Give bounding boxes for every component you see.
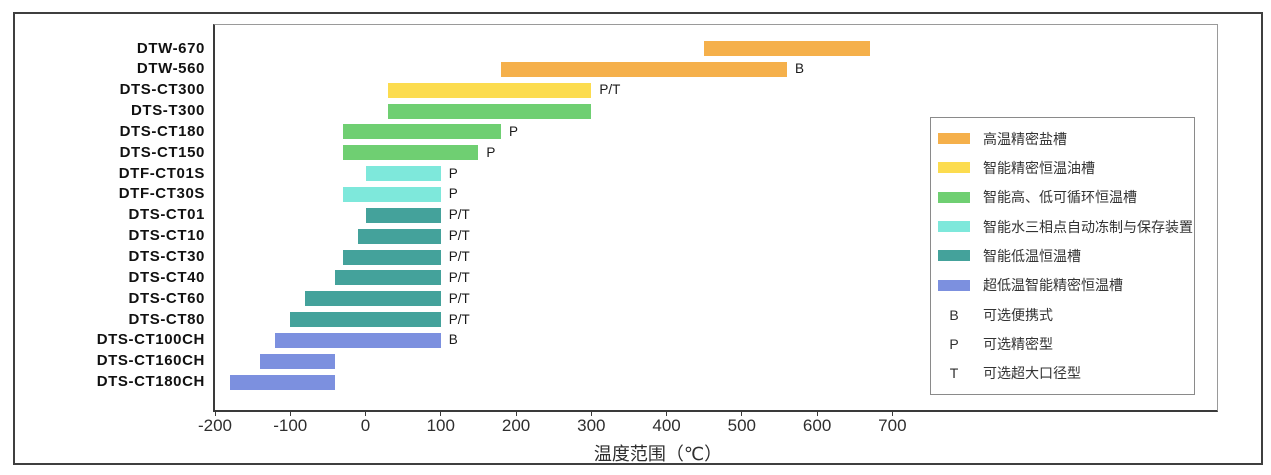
bar-dts-ct80 — [290, 312, 441, 328]
bar-dtw-670 — [704, 41, 870, 56]
y-label-dts-ct150: DTS-CT150 — [119, 143, 205, 161]
y-label-dtf-ct30s: DTF-CT30S — [118, 185, 205, 203]
bar-option-tag: P/T — [448, 269, 470, 285]
bar-dts-ct160ch — [260, 353, 336, 369]
legend-label: 超低温智能精密恒温槽 — [983, 277, 1123, 294]
bar-dtf-ct01s — [365, 166, 441, 182]
x-tick-label: 0 — [360, 416, 371, 435]
legend-swatch — [938, 279, 970, 291]
legend-letter: T — [949, 365, 959, 382]
legend-swatch — [938, 133, 970, 145]
legend-label: 高温精密盐槽 — [983, 130, 1067, 147]
x-tick-label: 700 — [878, 416, 907, 435]
legend-swatch — [938, 250, 970, 262]
bar-option-tag: P/T — [448, 207, 470, 223]
legend-swatch — [938, 191, 970, 203]
x-tick-mark — [289, 411, 291, 416]
bar-dts-ct300 — [388, 82, 592, 98]
x-tick-mark — [741, 411, 743, 416]
bar-dtf-ct30s — [342, 186, 441, 202]
legend-label: 可选精密型 — [983, 335, 1053, 352]
y-label-dts-ct180: DTS-CT180 — [119, 122, 205, 140]
bar-dts-ct30 — [342, 249, 441, 265]
legend-swatch — [938, 221, 970, 233]
legend-label: 智能精密恒温油槽 — [983, 159, 1095, 176]
legend-item-triple: 智能水三相点自动冻制与保存装置 — [931, 216, 1194, 238]
legend-item-letter-p: P 可选精密型 — [931, 333, 1194, 355]
legend-item-oil: 智能精密恒温油槽 — [931, 157, 1194, 179]
bar-option-tag: P/T — [448, 228, 470, 244]
x-tick-mark — [590, 411, 592, 416]
bar-dts-ct60 — [305, 291, 441, 307]
bar-dts-ct100ch — [275, 332, 441, 348]
x-tick-label: 300 — [577, 416, 606, 435]
x-tick-mark — [666, 411, 668, 416]
bar-option-tag: P — [486, 144, 496, 160]
bar-dts-t300 — [388, 103, 592, 119]
bar-option-tag: P — [448, 186, 458, 202]
x-tick-mark — [365, 411, 367, 416]
y-label-dts-ct300: DTS-CT300 — [119, 81, 205, 99]
y-label-dts-ct10: DTS-CT10 — [128, 227, 205, 245]
y-label-dts-ct160ch: DTS-CT160CH — [96, 352, 205, 370]
legend-letter: B — [949, 306, 959, 323]
x-tick-mark — [816, 411, 818, 416]
legend-label: 智能低温恒温槽 — [983, 247, 1081, 264]
x-tick-label: -100 — [273, 416, 308, 435]
bar-option-tag: B — [448, 332, 458, 348]
bar-dts-ct01 — [365, 207, 441, 223]
bar-dts-ct150 — [342, 145, 479, 161]
y-label-dts-ct30: DTS-CT30 — [128, 248, 205, 265]
x-tick-mark — [440, 411, 442, 416]
legend-item-salt: 高温精密盐槽 — [931, 128, 1194, 150]
bar-dts-ct40 — [335, 270, 441, 286]
bar-option-tag: B — [795, 61, 805, 77]
legend-label: 智能高、低可循环恒温槽 — [983, 189, 1137, 206]
legend-item-letter-t: T 可选超大口径型 — [931, 362, 1194, 384]
bar-dts-ct10 — [358, 228, 441, 244]
legend: 高温精密盐槽智能精密恒温油槽智能高、低可循环恒温槽智能水三相点自动冻制与保存装置… — [930, 117, 1195, 395]
legend-letter: P — [949, 335, 959, 352]
x-tick-label: 100 — [426, 416, 455, 435]
x-tick-label: 200 — [501, 416, 531, 435]
legend-label: 可选超大口径型 — [983, 365, 1081, 382]
x-tick-label: 500 — [727, 416, 757, 435]
x-tick-label: -200 — [197, 416, 233, 435]
y-label-dtf-ct01s: DTF-CT01S — [118, 164, 205, 182]
y-label-dts-t300: DTS-T300 — [131, 102, 205, 120]
bar-option-tag: P — [509, 123, 519, 139]
bar-dts-ct180 — [342, 124, 501, 140]
y-label-dts-ct100ch: DTS-CT100CH — [96, 331, 205, 349]
x-tick-label: 600 — [802, 416, 832, 435]
y-label-dts-ct40: DTS-CT40 — [128, 268, 205, 286]
legend-label: 智能水三相点自动冻制与保存装置 — [983, 218, 1193, 235]
x-tick-mark — [515, 411, 517, 416]
bar-option-tag: P/T — [448, 290, 470, 306]
y-label-dts-ct80: DTS-CT80 — [128, 310, 205, 328]
y-label-dts-ct180ch: DTS-CT180CH — [96, 373, 205, 391]
y-label-dtw-560: DTW-560 — [136, 60, 205, 78]
bar-option-tag: P/T — [599, 82, 621, 98]
legend-swatch — [938, 162, 970, 174]
bar-option-tag: P — [448, 165, 458, 181]
legend-item-low: 智能低温恒温槽 — [931, 245, 1194, 267]
y-label-dtw-670: DTW-670 — [136, 39, 205, 57]
bar-option-tag: P/T — [448, 311, 470, 327]
bar-option-tag: P/T — [448, 249, 470, 264]
legend-item-ultra: 超低温智能精密恒温槽 — [931, 274, 1194, 296]
legend-label: 可选便携式 — [983, 306, 1053, 323]
bar-dtw-560 — [501, 61, 787, 77]
legend-item-letter-b: B 可选便携式 — [931, 304, 1194, 326]
x-tick-mark — [891, 411, 893, 416]
y-label-dts-ct60: DTS-CT60 — [128, 289, 205, 307]
x-tick-label: 400 — [652, 416, 681, 435]
x-axis-title: 温度范围（℃） — [593, 444, 723, 464]
bar-dts-ct180ch — [230, 374, 336, 390]
y-label-dts-ct01: DTS-CT01 — [128, 206, 205, 224]
figure-border — [13, 12, 1263, 465]
x-tick-mark — [214, 411, 216, 416]
legend-item-cycle: 智能高、低可循环恒温槽 — [931, 186, 1194, 208]
